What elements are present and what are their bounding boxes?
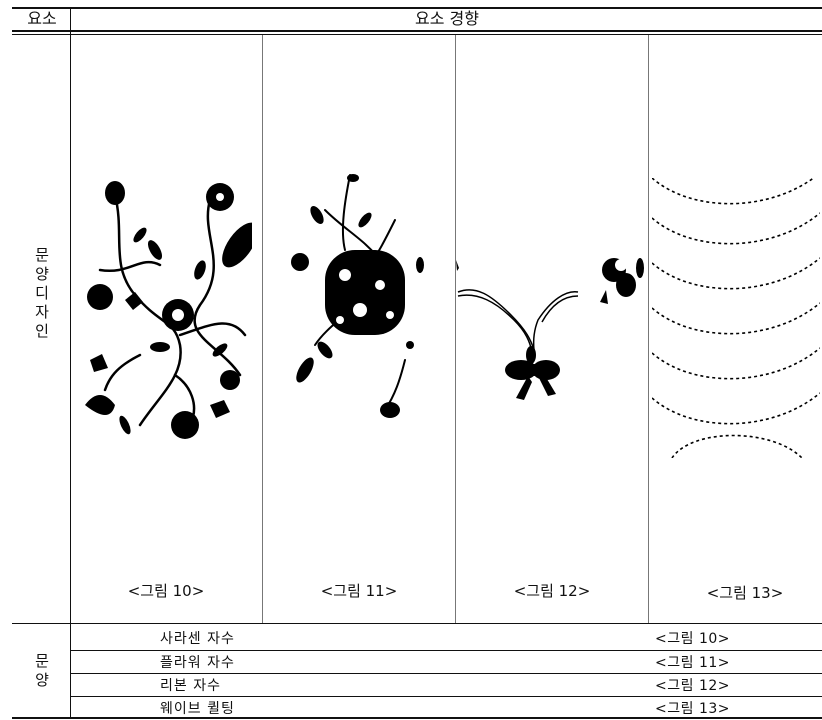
col-divider-fig-2 <box>455 35 456 623</box>
label-char: 문 <box>35 246 49 264</box>
header-bottom-rule-2 <box>12 34 822 35</box>
table-bottom-rule <box>12 717 822 719</box>
pattern-row-figure: <그림 13> <box>655 701 730 717</box>
pattern-row-name: 플라워 자수 <box>160 655 235 671</box>
header-element: 요소 <box>27 9 57 28</box>
pattern-row-figure: <그림 10> <box>655 631 730 647</box>
col-divider-fig-3 <box>648 35 649 623</box>
pattern-row-name: 리본 자수 <box>160 678 221 694</box>
figure-caption: <그림 10> <box>127 582 205 600</box>
label-char: 인 <box>35 322 49 340</box>
pattern-row-figure: <그림 11> <box>655 655 730 671</box>
floral-saracen-embroidery-image <box>85 181 252 439</box>
ribbon-embroidery-image <box>456 258 644 400</box>
row-rule <box>71 650 822 651</box>
pattern-label-char: 문 <box>35 652 49 670</box>
pattern-row-figure: <그림 12> <box>655 678 730 694</box>
header-trend: 요소 경향 <box>415 9 479 28</box>
col-divider-fig-1 <box>262 35 263 623</box>
figure-caption: <그림 13> <box>706 584 784 602</box>
table-top-rule <box>12 7 822 9</box>
row-rule <box>71 673 822 674</box>
label-char: 디 <box>35 284 49 302</box>
section-divider <box>12 623 822 624</box>
floral-cluster-embroidery-image <box>291 174 424 418</box>
label-char: 양 <box>35 265 49 283</box>
pattern-row-name: 사라센 자수 <box>160 631 235 647</box>
row-rule <box>71 696 822 697</box>
pattern-row-name: 웨이브 퀼팅 <box>160 701 235 717</box>
wave-quilting-image <box>652 178 820 458</box>
col-divider-left <box>70 7 71 717</box>
figure-caption: <그림 12> <box>513 582 591 600</box>
label-char: 자 <box>35 303 49 321</box>
figure-caption: <그림 11> <box>320 582 398 600</box>
pattern-label-char: 양 <box>35 671 49 689</box>
header-bottom-rule <box>12 30 822 32</box>
